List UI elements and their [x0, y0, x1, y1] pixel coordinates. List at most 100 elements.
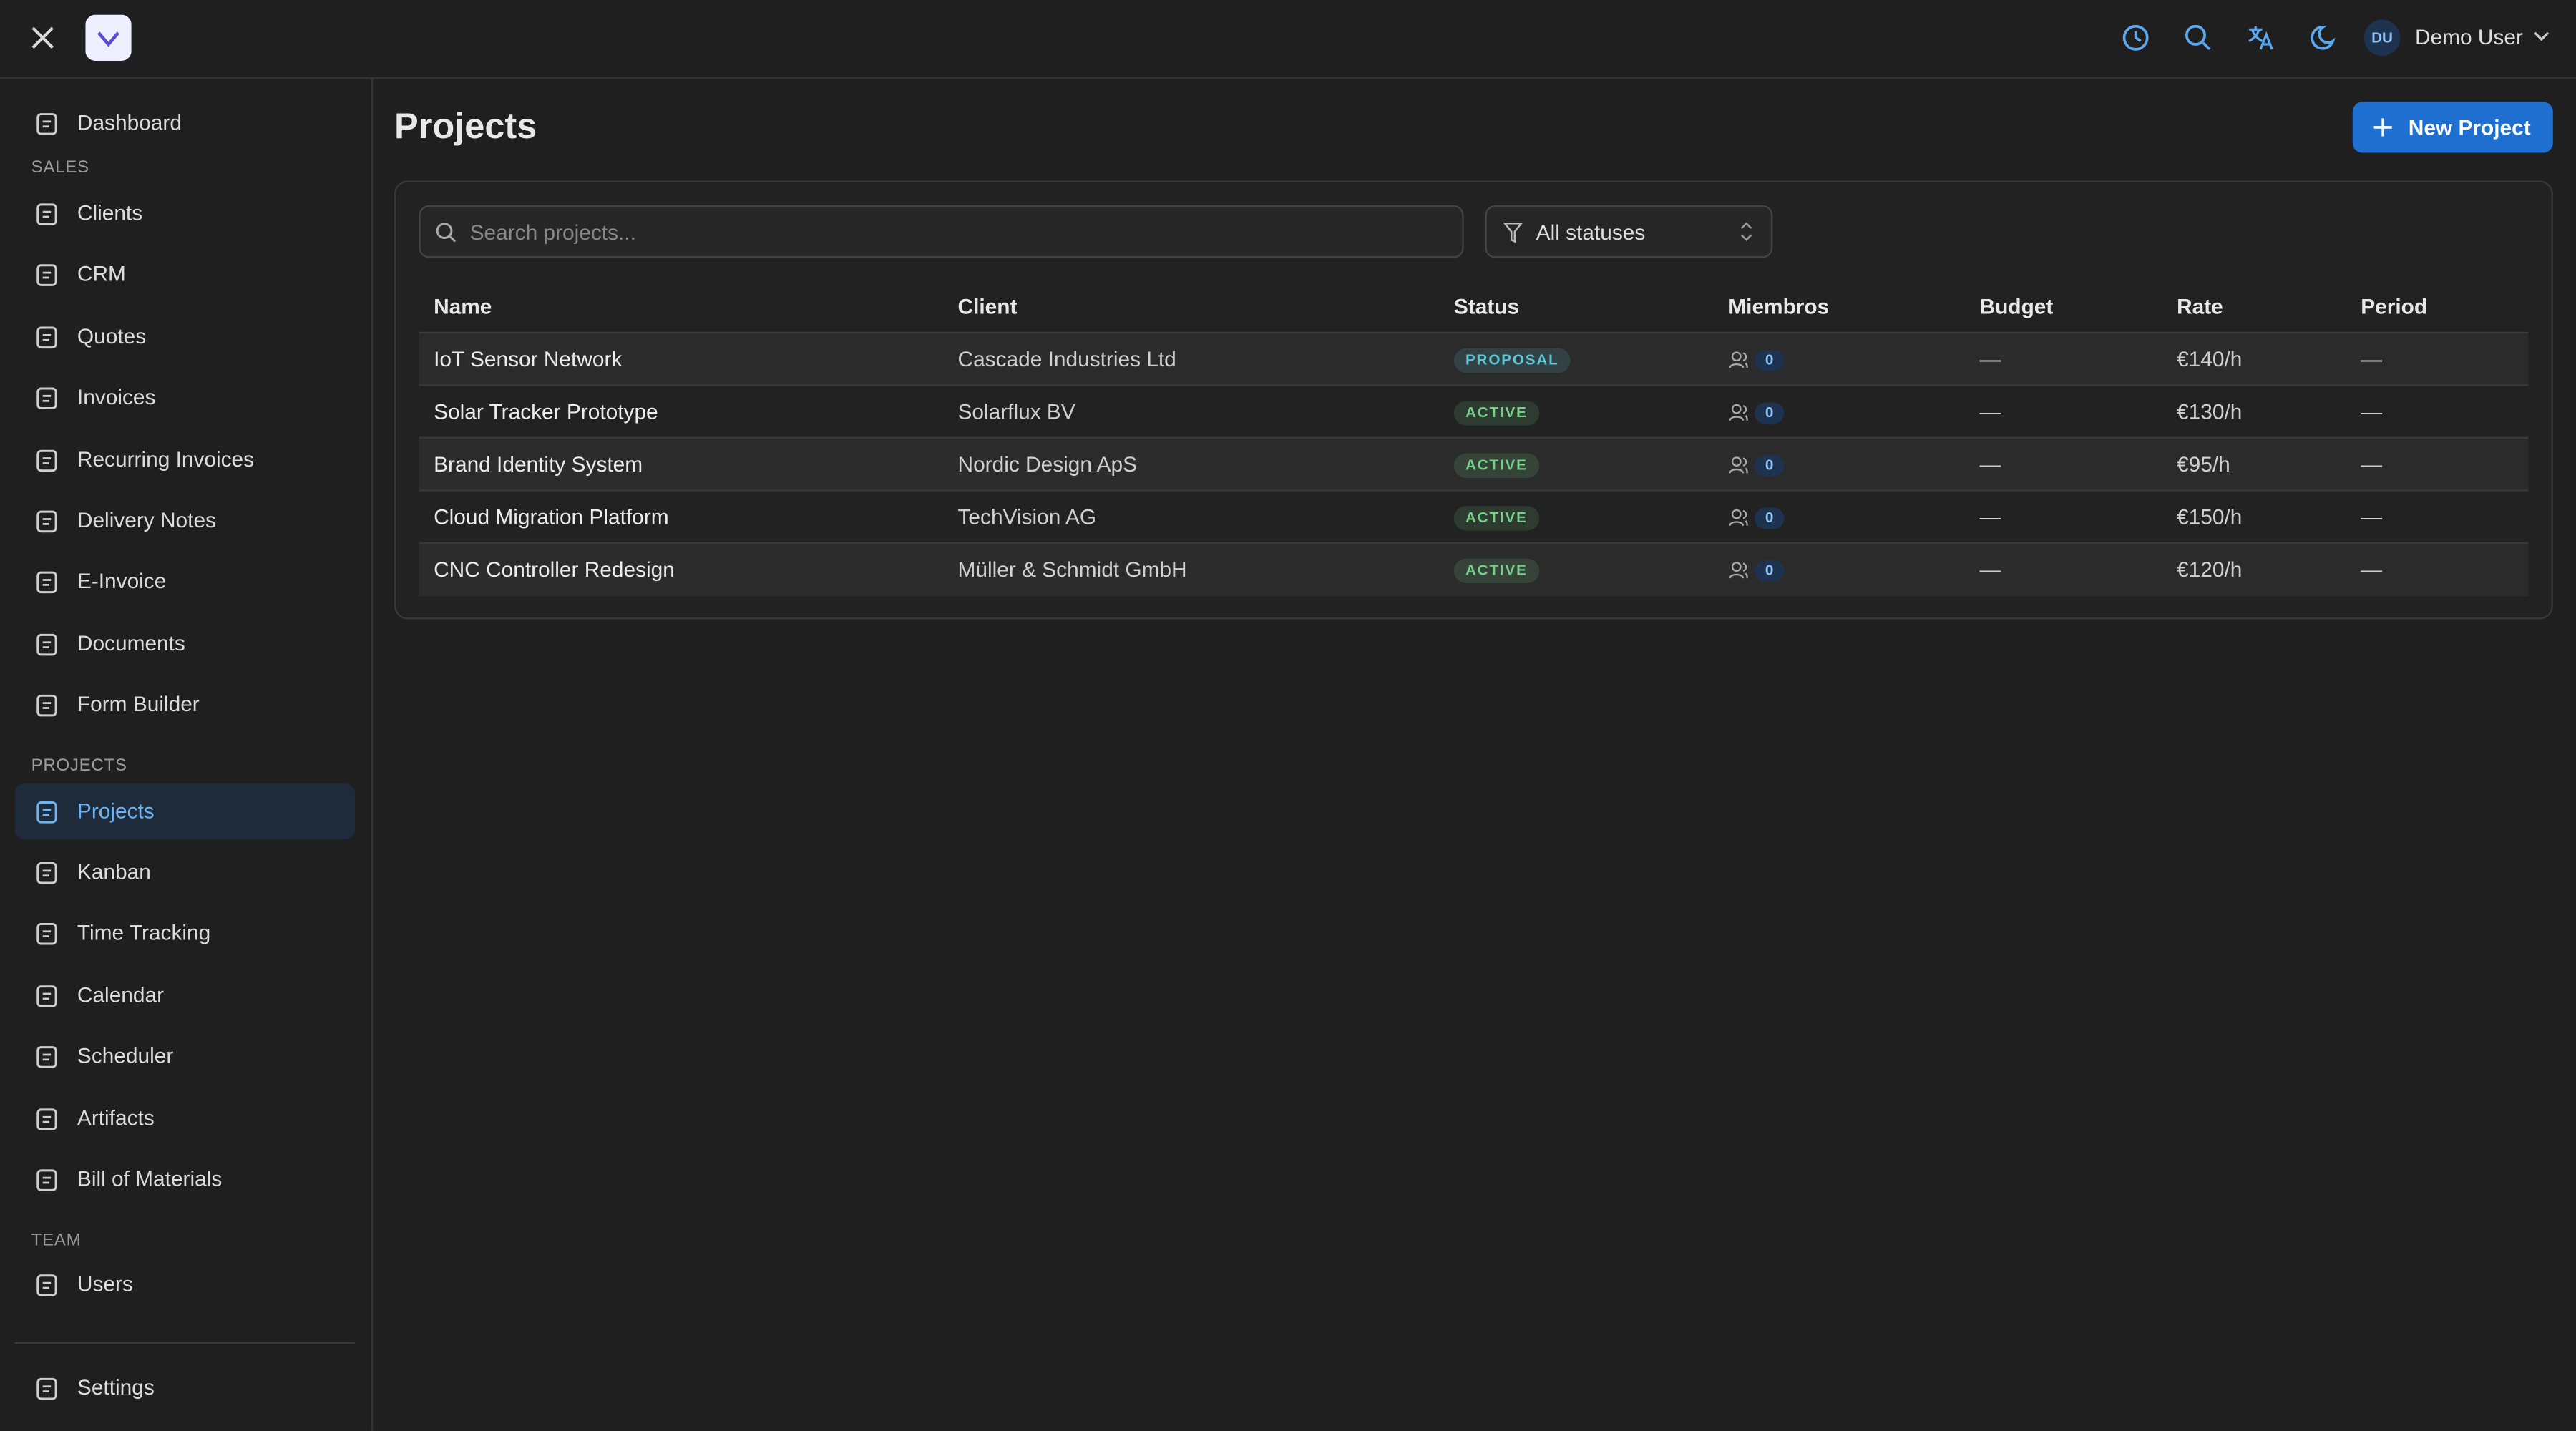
nav-label[interactable]: Clients — [77, 200, 143, 225]
cell-name: IoT Sensor Network — [434, 346, 623, 371]
nav-item[interactable]: Documents — [15, 615, 355, 671]
search-input[interactable]: Search projects... — [419, 205, 1464, 258]
nav-item[interactable]: Projects — [14, 782, 355, 839]
nav-icon[interactable] — [34, 632, 59, 656]
nav-icon[interactable] — [34, 386, 59, 411]
table-row[interactable]: Cloud Migration Platform TechVision AG ACT… — [419, 489, 2529, 544]
nav-icon[interactable] — [34, 799, 59, 824]
nav-label[interactable]: Delivery Notes — [77, 507, 216, 532]
search-placeholder[interactable]: Search projects... — [469, 220, 636, 245]
table-row[interactable]: CNC Controller Redesign Müller & Schmidt … — [419, 542, 2529, 597]
nav-icon[interactable] — [34, 861, 59, 885]
nav-item[interactable]: Kanban — [15, 844, 355, 900]
table-row[interactable]: Solar Tracker Prototype Solarflux BV ACTIV… — [419, 384, 2529, 439]
cell-client: TechVision AG — [957, 504, 1097, 529]
cell-period: — — [2361, 504, 2383, 529]
nav-item[interactable]: Calendar — [15, 967, 355, 1023]
nav-icon[interactable] — [34, 263, 59, 288]
search-icon[interactable] — [2183, 23, 2212, 52]
nav-icon[interactable] — [34, 1168, 59, 1192]
nav-item[interactable]: Quotes — [15, 308, 355, 364]
nav-icon[interactable] — [34, 448, 59, 472]
cell-budget: — — [1979, 451, 2001, 477]
members-icon — [1729, 403, 1748, 421]
nav-label[interactable]: Scheduler — [77, 1043, 174, 1068]
nav-label[interactable]: Users — [77, 1271, 133, 1297]
cell-rate: €120/h — [2177, 557, 2243, 582]
nav-label[interactable]: Calendar — [77, 982, 165, 1007]
nav-label[interactable]: Recurring Invoices — [77, 446, 255, 471]
language-icon[interactable] — [2245, 23, 2275, 52]
nav-item[interactable]: E-Invoice — [15, 554, 355, 610]
nav-item[interactable]: Invoices — [15, 370, 355, 426]
nav-label[interactable]: Projects — [77, 797, 155, 823]
cell-client: Cascade Industries Ltd — [957, 346, 1176, 371]
nav-icon[interactable] — [34, 509, 59, 533]
nav-item[interactable]: Dashboard — [15, 95, 355, 151]
nav-icon[interactable] — [34, 112, 59, 136]
nav-label[interactable]: Documents — [77, 630, 185, 655]
members-cell: 0 — [1728, 450, 1785, 477]
nav-label[interactable]: Dashboard — [77, 109, 182, 135]
nav-item[interactable]: Recurring Invoices — [15, 431, 355, 487]
nav-item[interactable]: Users — [15, 1257, 355, 1313]
history-icon[interactable] — [2121, 23, 2150, 52]
status-badge: PROPOSAL — [1453, 348, 1571, 373]
nav-label[interactable]: E-Invoice — [77, 569, 167, 594]
nav-label[interactable]: Form Builder — [77, 691, 200, 717]
nav-icon[interactable] — [34, 1106, 59, 1130]
nav-label[interactable]: Invoices — [77, 384, 156, 409]
status-badge: ACTIVE — [1453, 506, 1539, 531]
button-label[interactable]: New Project — [2408, 114, 2531, 140]
nav-label[interactable]: CRM — [77, 261, 126, 287]
nav-item[interactable]: Delivery Notes — [15, 493, 355, 549]
logo[interactable] — [85, 14, 132, 61]
nav-icon[interactable] — [34, 325, 59, 349]
nav-icon[interactable] — [34, 984, 59, 1008]
nav-icon[interactable] — [34, 1045, 59, 1069]
nav-item[interactable]: Artifacts — [15, 1090, 355, 1146]
table-row[interactable]: Brand Identity System Nordic Design ApS AC… — [419, 436, 2529, 492]
user-name[interactable]: Demo User — [2414, 24, 2523, 49]
nav-icon[interactable] — [34, 202, 59, 226]
status-filter[interactable]: All statuses — [1485, 205, 1773, 258]
nav-item[interactable]: Bill of Materials — [15, 1151, 355, 1207]
nav-item[interactable]: Scheduler — [15, 1028, 355, 1084]
nav-label[interactable]: Quotes — [77, 323, 147, 348]
nav-label[interactable]: Artifacts — [77, 1104, 155, 1130]
nav-label[interactable]: Kanban — [77, 859, 151, 884]
members-icon — [1729, 561, 1748, 578]
nav-icon[interactable] — [34, 922, 59, 947]
cell-rate: €130/h — [2177, 399, 2243, 424]
members-icon — [1729, 351, 1748, 368]
new-project-button[interactable]: New Project — [2352, 102, 2553, 153]
section-label: TEAM — [31, 1230, 82, 1250]
status-filter-label[interactable]: All statuses — [1536, 220, 1646, 245]
cell-name: CNC Controller Redesign — [434, 557, 675, 582]
cell-client: Nordic Design ApS — [957, 451, 1138, 477]
column-header: Miembros — [1728, 293, 1830, 319]
nav-icon[interactable] — [34, 693, 59, 718]
nav-icon[interactable] — [34, 570, 59, 595]
nav-icon[interactable] — [34, 1274, 59, 1298]
nav-item[interactable]: Settings — [15, 1360, 355, 1416]
nav-item[interactable]: Clients — [15, 185, 355, 241]
column-header: Budget — [1979, 293, 2054, 319]
nav-label[interactable]: Time Tracking — [77, 920, 211, 945]
close-button[interactable] — [29, 24, 56, 51]
nav-label[interactable]: Bill of Materials — [77, 1166, 223, 1191]
status-badge: ACTIVE — [1453, 453, 1539, 479]
column-header: Rate — [2177, 293, 2223, 319]
nav-label[interactable]: Settings — [77, 1374, 155, 1400]
table-row[interactable]: IoT Sensor Network Cascade Industries Ltd… — [419, 331, 2529, 386]
nav-item[interactable]: Time Tracking — [15, 906, 355, 962]
nav-icon[interactable] — [34, 1377, 59, 1401]
cell-budget: — — [1979, 504, 2001, 529]
user-menu-chevron[interactable] — [2533, 29, 2550, 42]
sidebar: Dashboard SALES Clients CRM Quotes Invoices Re… — [0, 79, 374, 1431]
theme-icon[interactable] — [2310, 23, 2339, 52]
nav-item[interactable]: Form Builder — [15, 677, 355, 733]
avatar[interactable]: DU — [2363, 19, 2401, 57]
nav-item[interactable]: CRM — [15, 247, 355, 303]
